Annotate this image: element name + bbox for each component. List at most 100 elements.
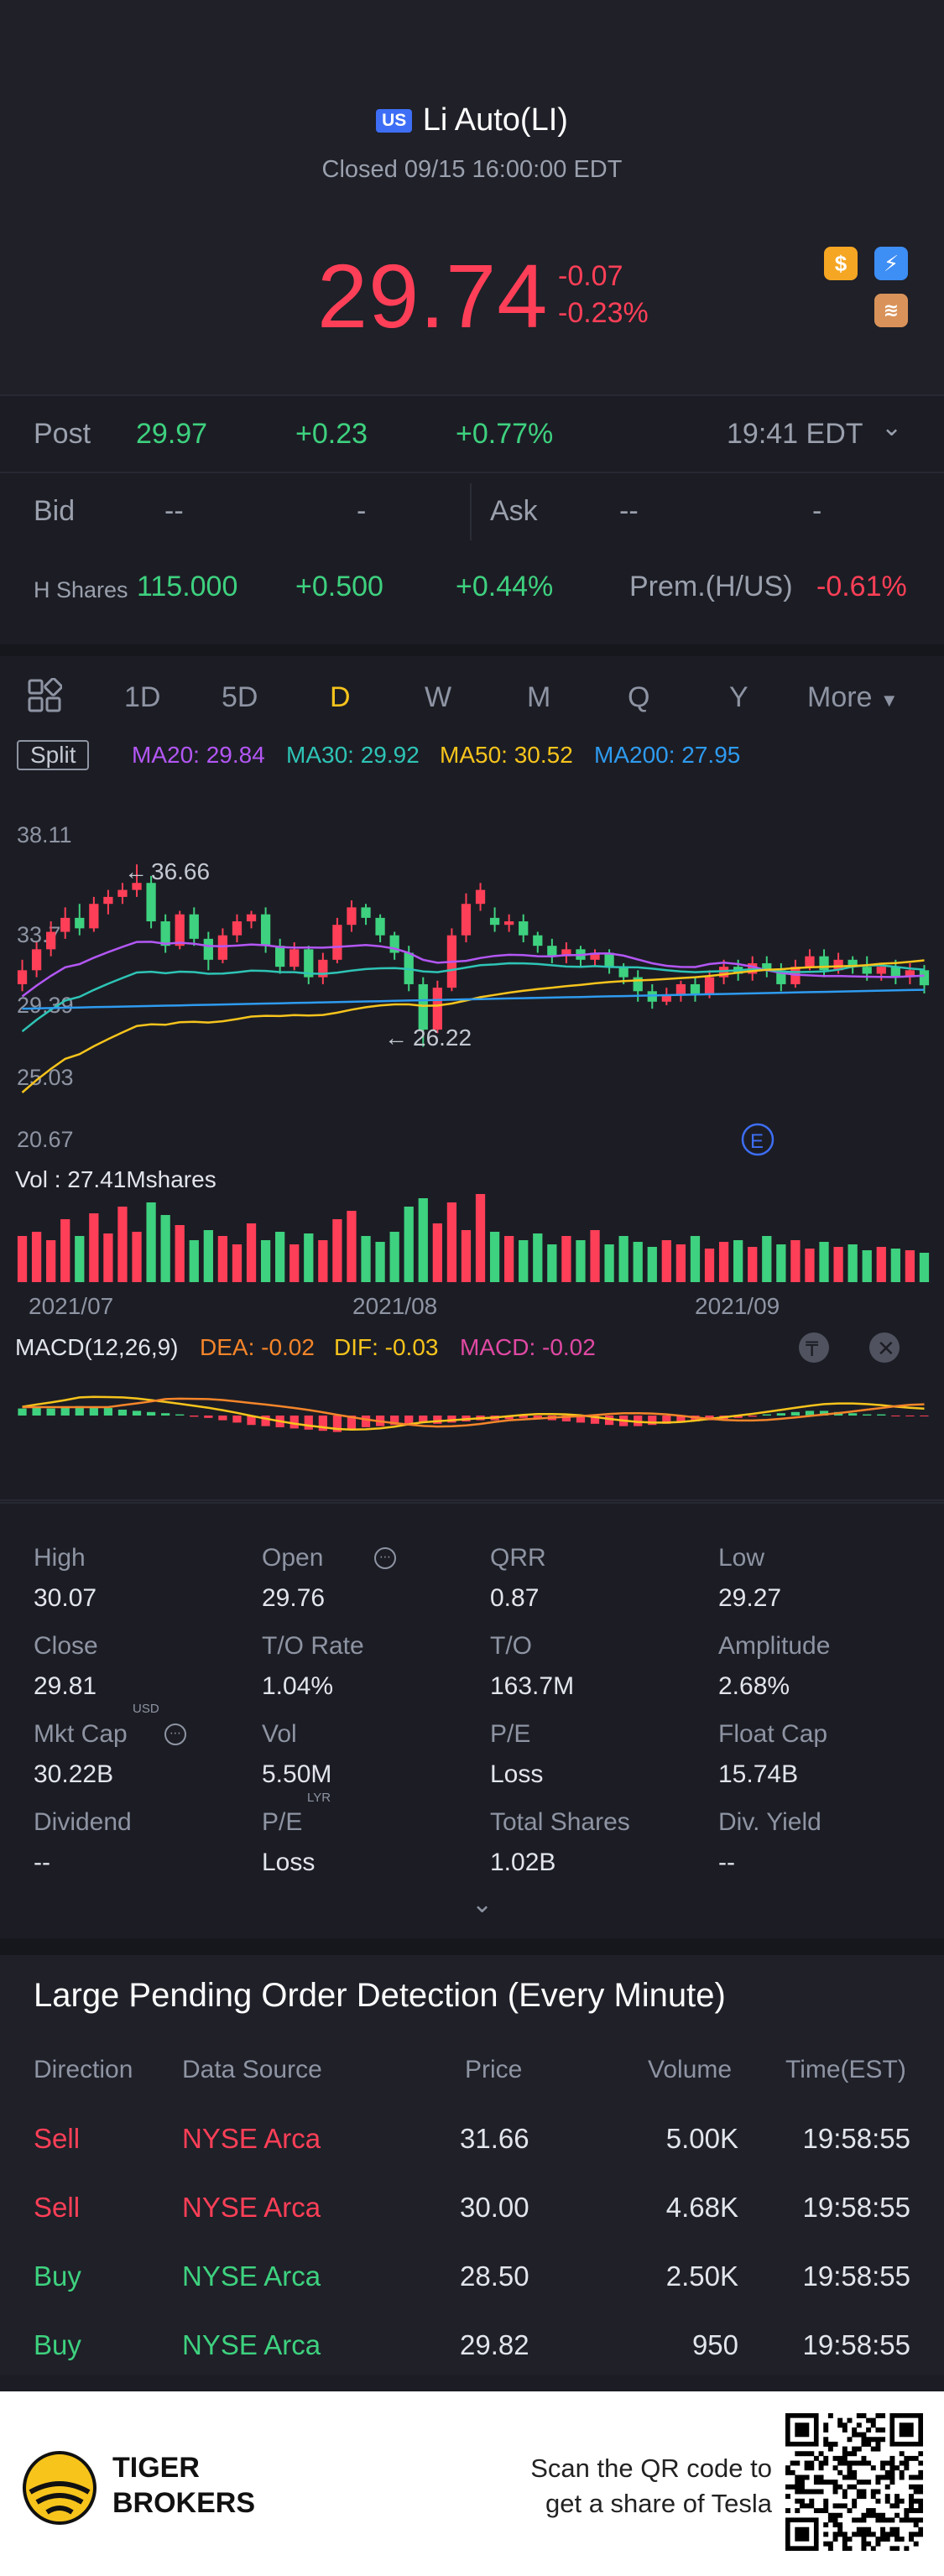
macd-bar [261,1416,270,1426]
candle [618,967,628,978]
period-tabs: 1D 5D D W M Q Y More ▼ [0,644,944,740]
hshares-change: +0.500 [295,571,383,602]
tab-y[interactable]: Y [729,681,748,713]
qr-module [832,2532,838,2537]
stack-icon[interactable]: ≋ [874,294,908,327]
candle [17,970,28,984]
macd-bar [46,1408,55,1416]
macd-bar [533,1416,542,1419]
volume-bar [347,1211,357,1282]
qr-module [866,2480,872,2485]
tab-5d[interactable]: 5D [222,681,258,713]
stat-value-div-yield: -- [718,1849,735,1876]
macd-bar [390,1416,399,1426]
qr-module [842,2494,848,2500]
expand-chevron-icon[interactable]: ⌄ [472,1890,493,1918]
high-marker-arrow: ← [124,858,148,884]
qr-module [866,2441,872,2447]
qr-module [875,2489,881,2495]
candle [132,883,142,890]
macd-bar [289,1416,299,1429]
macd-bar [519,1416,528,1418]
qr-module [827,2512,833,2518]
qr-module [842,2455,848,2461]
earnings-event-icon[interactable] [741,1123,774,1156]
qr-module [785,2494,790,2500]
premium-label: Prem.(H/US) [629,571,793,602]
qr-module [870,2512,876,2518]
tab-d[interactable]: D [330,681,351,713]
qr-module [880,2427,886,2433]
chevron-down-icon[interactable]: ⌄ [881,414,903,441]
qr-code[interactable] [785,2413,923,2551]
candle [675,983,686,995]
macd-bar [161,1413,170,1416]
tab-more[interactable]: More ▼ [807,681,899,714]
volume-bar [203,1230,213,1282]
qr-module [827,2541,833,2547]
qr-module [894,2537,900,2542]
qr-module [904,2508,910,2514]
tab-1d[interactable]: 1D [124,681,161,713]
promo-footer[interactable]: TIGER BROKERS Scan the QR code to get a … [0,2391,944,2576]
dollar-icon[interactable]: $ [824,247,858,280]
lightning-icon[interactable]: ⚡ [874,247,908,280]
split-button[interactable]: Split [17,740,90,770]
order-time: 19:58:55 [802,2261,910,2292]
qr-finder [795,2422,810,2438]
qr-module [889,2455,895,2461]
volume-bar [217,1236,228,1282]
volume-bar [461,1230,472,1282]
macd-bar [819,1411,829,1416]
macd-bar [103,1408,113,1416]
macd-bar [776,1413,785,1416]
stat-label-open: Open [262,1544,324,1572]
tab-m[interactable]: M [527,681,551,713]
qr-module [875,2441,881,2447]
qr-module [785,2469,790,2475]
tab-w[interactable]: W [425,681,452,713]
ma20-value: MA20: 29.84 [132,742,265,768]
volume-bars-group [17,1194,930,1282]
macd-bar [733,1416,743,1418]
qr-module [823,2522,829,2528]
volume-bar [260,1240,271,1282]
large-order-section: Large Pending Order Detection (Every Min… [0,1955,944,2375]
candle [217,935,228,960]
order-time: 19:58:55 [802,2192,910,2223]
stat-value-qrr: 0.87 [490,1584,540,1612]
macd-bar [32,1407,41,1416]
qr-module [913,2455,919,2461]
indicator-toggle-icon[interactable] [799,1332,829,1363]
info-icon[interactable]: ⋯ [164,1723,186,1745]
promo-text-2: get a share of Tesla [545,2489,772,2518]
tab-q[interactable]: Q [628,681,650,713]
qr-module [904,2517,910,2523]
macd-bar [604,1416,614,1426]
qr-module [837,2469,843,2475]
stat-value-open: 29.76 [262,1584,326,1612]
close-icon[interactable] [869,1332,900,1363]
qr-module [875,2480,881,2485]
mkt-cap-currency: USD [133,1702,159,1716]
qr-module [827,2546,833,2551]
macd-value: MACD: -0.02 [460,1334,596,1360]
qr-module [899,2451,905,2457]
candle [661,994,671,1002]
qr-module [852,2498,858,2504]
post-time[interactable]: 19:41 EDT [727,418,863,450]
qr-module [809,2498,815,2504]
info-icon[interactable]: ⋯ [374,1547,396,1569]
qr-module [861,2512,867,2518]
candle [805,956,815,967]
qr-module [799,2480,805,2485]
qr-module [904,2455,910,2461]
qr-module [799,2503,805,2509]
price-chart[interactable]: 38.11 33.7 29.39 25.03 20.67 ← 36.66 ← 2… [0,780,944,1502]
candle [175,914,185,946]
volume-bar [132,1232,142,1282]
qr-module [823,2498,829,2504]
bid-label: Bid [34,495,76,527]
qr-module [837,2460,843,2466]
layout-grid-icon[interactable] [27,677,63,721]
